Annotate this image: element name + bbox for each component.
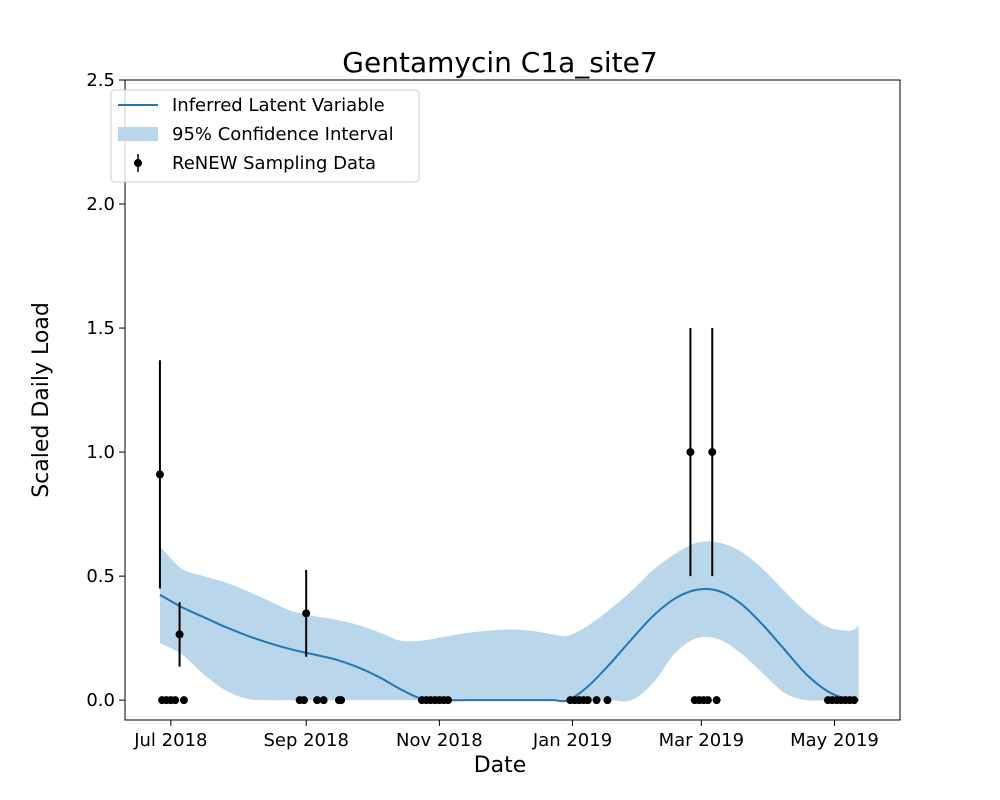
y-tick-label: 1.0 (86, 442, 115, 463)
x-tick-label: May 2019 (790, 730, 879, 751)
legend-band-swatch (118, 127, 158, 141)
sampling-point (444, 696, 453, 705)
y-axis: 0.0 0.5 1.0 1.5 2.0 2.5 (86, 70, 125, 711)
sampling-point (337, 696, 346, 705)
sampling-point (179, 696, 188, 705)
legend: Inferred Latent Variable 95% Confidence … (110, 89, 420, 183)
y-tick-label: 0.5 (86, 566, 115, 587)
x-tick-label: Sep 2018 (263, 730, 348, 751)
x-tick-label: Mar 2019 (659, 730, 745, 751)
legend-box (110, 89, 420, 183)
legend-point-swatch (134, 159, 142, 167)
latent-variable-line (159, 588, 859, 703)
confidence-interval-layer (159, 541, 859, 702)
sampling-point (712, 696, 721, 705)
sampling-point (175, 630, 184, 639)
chart-title: Gentamycin C1a_site7 (342, 46, 657, 79)
sampling-point (708, 448, 717, 457)
legend-label-band: 95% Confidence Interval (172, 124, 394, 145)
sampling-point (592, 696, 601, 705)
confidence-band (159, 541, 859, 702)
x-axis: Jul 2018 Sep 2018 Nov 2018 Jan 2019 Mar 2019… (133, 720, 879, 751)
sampling-point (171, 696, 180, 705)
x-tick-label: Jul 2018 (133, 730, 207, 751)
sampling-point (686, 448, 695, 457)
y-tick-label: 2.5 (86, 70, 115, 91)
sampling-point (313, 696, 322, 705)
y-tick-label: 0.0 (86, 690, 115, 711)
legend-label-line: Inferred Latent Variable (172, 95, 385, 116)
sampling-point (850, 696, 859, 705)
latent-variable-layer (159, 588, 859, 703)
sampling-point (703, 696, 712, 705)
sampling-data-layer (155, 328, 859, 705)
sampling-point (302, 609, 311, 618)
sampling-point (319, 696, 328, 705)
y-tick-label: 1.5 (86, 318, 115, 339)
plot-frame (124, 79, 901, 721)
x-tick-label: Jan 2019 (532, 730, 612, 751)
sampling-point (583, 696, 592, 705)
legend-label-points: ReNEW Sampling Data (172, 153, 376, 174)
sampling-point (155, 470, 164, 479)
x-tick-label: Nov 2018 (396, 730, 483, 751)
sampling-point (603, 696, 612, 705)
y-tick-label: 2.0 (86, 194, 115, 215)
x-axis-label: Date (474, 753, 527, 778)
sampling-point (300, 696, 309, 705)
y-axis-label: Scaled Daily Load (29, 302, 54, 498)
